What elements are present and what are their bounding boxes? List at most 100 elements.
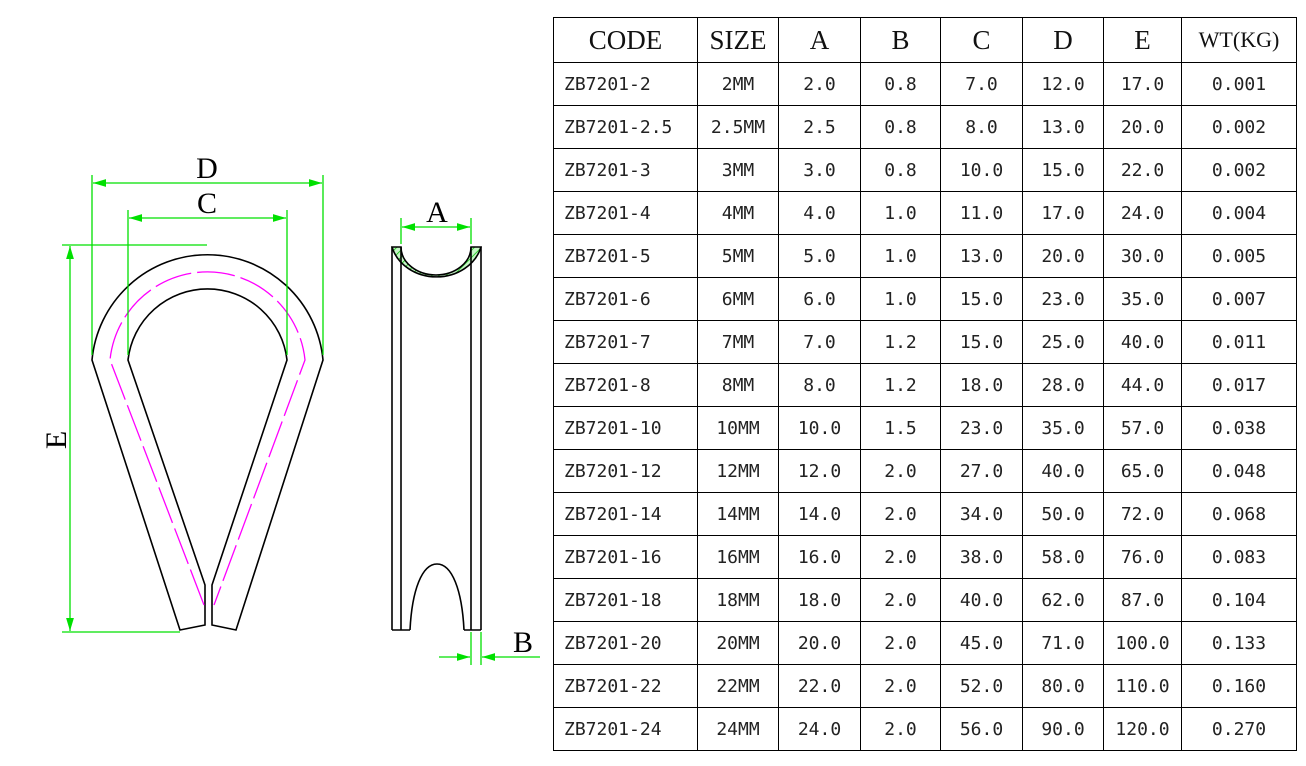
table-cell: 27.0 bbox=[940, 449, 1023, 493]
table-cell: 6.0 bbox=[778, 277, 861, 321]
table-cell: 40.0 bbox=[1022, 449, 1104, 493]
table-header-row: CODE SIZE A B C D E WT(KG) bbox=[553, 17, 1297, 63]
table-cell: 0.083 bbox=[1181, 535, 1297, 579]
table-cell: 0.104 bbox=[1181, 578, 1297, 622]
table-cell: 24.0 bbox=[1103, 191, 1182, 235]
table-cell: 35.0 bbox=[1103, 277, 1182, 321]
table-cell: 1.0 bbox=[860, 191, 941, 235]
table-cell: 18.0 bbox=[778, 578, 861, 622]
side-dimensions bbox=[400, 218, 540, 665]
table-cell: 23.0 bbox=[1022, 277, 1104, 321]
table-row: ZB7201-12 12MM 12.0 2.0 27.0 40.0 65.0 0.048 bbox=[553, 449, 1297, 493]
column-header: B bbox=[860, 17, 941, 63]
table-cell: 0.004 bbox=[1181, 191, 1297, 235]
table-row: ZB7201-10 10MM 10.0 1.5 23.0 35.0 57.0 0.038 bbox=[553, 406, 1297, 450]
table-cell: 44.0 bbox=[1103, 363, 1182, 407]
table-cell: 11.0 bbox=[940, 191, 1023, 235]
label-e: E bbox=[40, 431, 73, 449]
table-cell: 14MM bbox=[697, 492, 779, 536]
column-header: SIZE bbox=[697, 17, 779, 63]
table-cell: 4MM bbox=[697, 191, 779, 235]
label-b: B bbox=[513, 626, 533, 659]
table-cell: 24.0 bbox=[778, 707, 861, 751]
table-cell: 25.0 bbox=[1022, 320, 1104, 364]
table-cell: ZB7201-7 bbox=[553, 320, 698, 364]
table-cell: 12MM bbox=[697, 449, 779, 493]
table-cell: ZB7201-5 bbox=[553, 234, 698, 278]
table-cell: 58.0 bbox=[1022, 535, 1104, 579]
label-d: D bbox=[196, 152, 218, 185]
table-cell: ZB7201-10 bbox=[553, 406, 698, 450]
table-cell: 2.0 bbox=[778, 62, 861, 106]
column-header: A bbox=[778, 17, 861, 63]
table-cell: 0.005 bbox=[1181, 234, 1297, 278]
table-cell: 14.0 bbox=[778, 492, 861, 536]
table-cell: ZB7201-22 bbox=[553, 664, 698, 708]
table-cell: 8MM bbox=[697, 363, 779, 407]
table-cell: 2.0 bbox=[860, 492, 941, 536]
table-cell: 0.133 bbox=[1181, 621, 1297, 665]
table-cell: 40.0 bbox=[1103, 320, 1182, 364]
table-cell: 12.0 bbox=[778, 449, 861, 493]
table-row: ZB7201-20 20MM 20.0 2.0 45.0 71.0 100.0 0.133 bbox=[553, 621, 1297, 665]
column-header: E bbox=[1103, 17, 1182, 63]
column-header: WT(KG) bbox=[1181, 17, 1297, 63]
table-cell: ZB7201-8 bbox=[553, 363, 698, 407]
table-cell: 17.0 bbox=[1103, 62, 1182, 106]
table-cell: ZB7201-16 bbox=[553, 535, 698, 579]
table-cell: 0.270 bbox=[1181, 707, 1297, 751]
table-cell: 23.0 bbox=[940, 406, 1023, 450]
table-row: ZB7201-14 14MM 14.0 2.0 34.0 50.0 72.0 0.068 bbox=[553, 492, 1297, 536]
table-cell: 5MM bbox=[697, 234, 779, 278]
table-cell: ZB7201-20 bbox=[553, 621, 698, 665]
table-row: ZB7201-8 8MM 8.0 1.2 18.0 28.0 44.0 0.017 bbox=[553, 363, 1297, 407]
table-cell: 34.0 bbox=[940, 492, 1023, 536]
table-cell: 22.0 bbox=[1103, 148, 1182, 192]
table-cell: 0.160 bbox=[1181, 664, 1297, 708]
table-cell: ZB7201-2 bbox=[553, 62, 698, 106]
table-cell: 0.001 bbox=[1181, 62, 1297, 106]
table-cell: 76.0 bbox=[1103, 535, 1182, 579]
table-cell: 22.0 bbox=[778, 664, 861, 708]
table-cell: 4.0 bbox=[778, 191, 861, 235]
table-row: ZB7201-2.5 2.5MM 2.5 0.8 8.0 13.0 20.0 0.002 bbox=[553, 105, 1297, 149]
table-cell: 2MM bbox=[697, 62, 779, 106]
table-cell: 20MM bbox=[697, 621, 779, 665]
table-cell: ZB7201-3 bbox=[553, 148, 698, 192]
table-cell: ZB7201-18 bbox=[553, 578, 698, 622]
front-dimensions bbox=[62, 175, 324, 633]
table-cell: 2.0 bbox=[860, 664, 941, 708]
table-cell: 13.0 bbox=[940, 234, 1023, 278]
table-row: ZB7201-16 16MM 16.0 2.0 38.0 58.0 76.0 0.083 bbox=[553, 535, 1297, 579]
table-cell: 18.0 bbox=[940, 363, 1023, 407]
table-cell: 2.0 bbox=[860, 578, 941, 622]
centerline bbox=[109, 271, 306, 606]
table-cell: 40.0 bbox=[940, 578, 1023, 622]
table-cell: 80.0 bbox=[1022, 664, 1104, 708]
table-cell: 120.0 bbox=[1103, 707, 1182, 751]
table-cell: 65.0 bbox=[1103, 449, 1182, 493]
table-cell: 6MM bbox=[697, 277, 779, 321]
table-cell: 45.0 bbox=[940, 621, 1023, 665]
table-row: ZB7201-7 7MM 7.0 1.2 15.0 25.0 40.0 0.011 bbox=[553, 320, 1297, 364]
table-row: ZB7201-3 3MM 3.0 0.8 10.0 15.0 22.0 0.002 bbox=[553, 148, 1297, 192]
table-cell: 13.0 bbox=[1022, 105, 1104, 149]
table-row: ZB7201-24 24MM 24.0 2.0 56.0 90.0 120.0 0.270 bbox=[553, 707, 1297, 751]
column-header: CODE bbox=[553, 17, 698, 63]
thimble-front-view bbox=[91, 254, 324, 631]
table-cell: 110.0 bbox=[1103, 664, 1182, 708]
table-row: ZB7201-4 4MM 4.0 1.0 11.0 17.0 24.0 0.004 bbox=[553, 191, 1297, 235]
table-cell: 0.002 bbox=[1181, 148, 1297, 192]
table-cell: 57.0 bbox=[1103, 406, 1182, 450]
label-a: A bbox=[426, 196, 448, 229]
table-cell: 2.0 bbox=[860, 621, 941, 665]
table-cell: 0.8 bbox=[860, 148, 941, 192]
table-cell: 22MM bbox=[697, 664, 779, 708]
table-cell: 8.0 bbox=[778, 363, 861, 407]
table-cell: 0.8 bbox=[860, 105, 941, 149]
table-cell: 38.0 bbox=[940, 535, 1023, 579]
table-row: ZB7201-5 5MM 5.0 1.0 13.0 20.0 30.0 0.005 bbox=[553, 234, 1297, 278]
table-cell: 0.011 bbox=[1181, 320, 1297, 364]
table-cell: 2.5 bbox=[778, 105, 861, 149]
